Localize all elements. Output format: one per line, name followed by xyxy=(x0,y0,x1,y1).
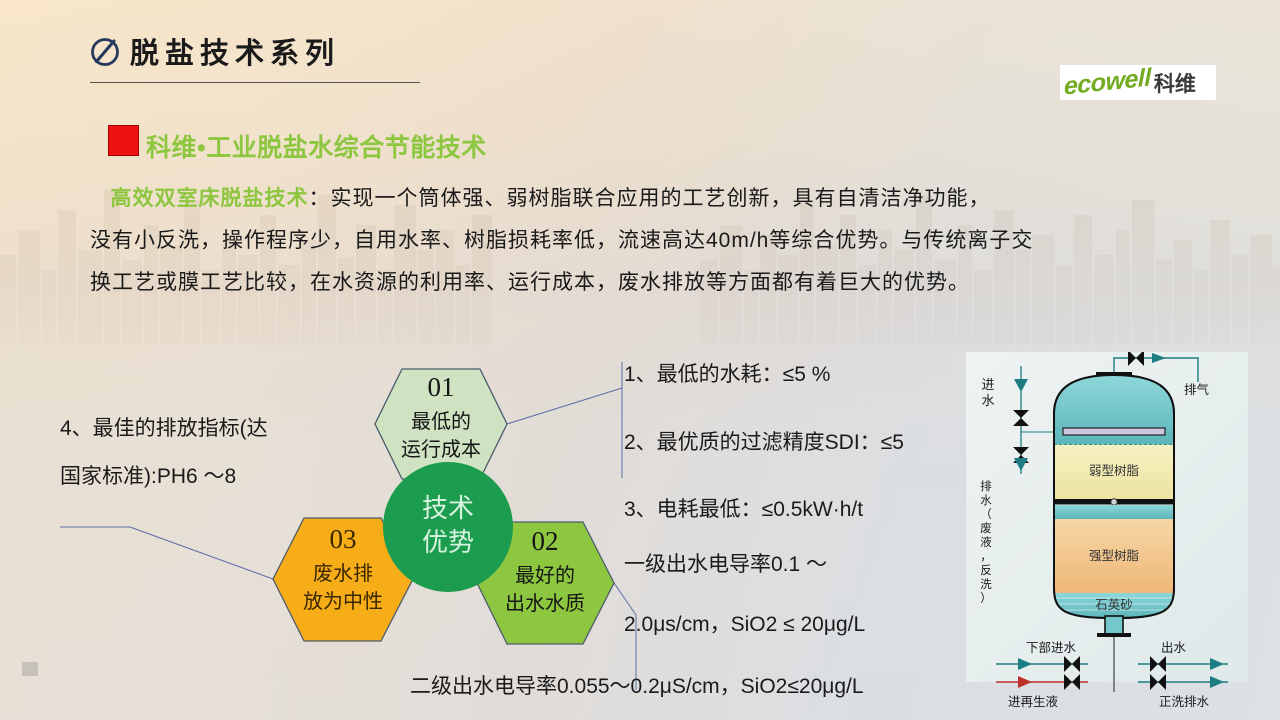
svg-text:03: 03 xyxy=(330,524,357,554)
svg-text:排气: 排气 xyxy=(1184,382,1210,397)
svg-text:液: 液 xyxy=(980,535,992,549)
svg-text:最低的: 最低的 xyxy=(411,410,471,433)
svg-text:废: 废 xyxy=(980,521,992,535)
svg-text:下部进水: 下部进水 xyxy=(1026,640,1077,655)
svg-text:反: 反 xyxy=(980,564,992,577)
svg-text:最好的: 最好的 xyxy=(515,564,575,587)
svg-text:放为中性: 放为中性 xyxy=(303,590,383,613)
svg-text:02: 02 xyxy=(532,526,559,556)
svg-text:出水: 出水 xyxy=(1161,641,1187,655)
svg-text:排: 排 xyxy=(980,479,992,493)
svg-text:强型树脂: 强型树脂 xyxy=(1089,548,1139,563)
svg-text:废水排: 废水排 xyxy=(313,562,373,585)
svg-text:进: 进 xyxy=(981,377,994,392)
svg-text:，: ， xyxy=(980,551,992,563)
svg-text:水: 水 xyxy=(980,494,992,507)
svg-text:出水水质: 出水水质 xyxy=(505,592,585,615)
svg-text:（: （ xyxy=(980,508,992,521)
svg-text:01: 01 xyxy=(428,372,455,402)
svg-text:正洗排水: 正洗排水 xyxy=(1159,695,1210,709)
svg-text:进再生液: 进再生液 xyxy=(1008,694,1059,709)
svg-text:）: ） xyxy=(980,592,992,605)
svg-text:弱型树脂: 弱型树脂 xyxy=(1089,463,1139,478)
svg-text:技术: 技术 xyxy=(422,493,474,523)
svg-text:水: 水 xyxy=(981,393,994,408)
svg-text:运行成本: 运行成本 xyxy=(401,438,481,461)
svg-text:洗: 洗 xyxy=(980,578,992,591)
svg-text:优势: 优势 xyxy=(422,527,474,557)
svg-text:石英砂: 石英砂 xyxy=(1095,598,1133,612)
